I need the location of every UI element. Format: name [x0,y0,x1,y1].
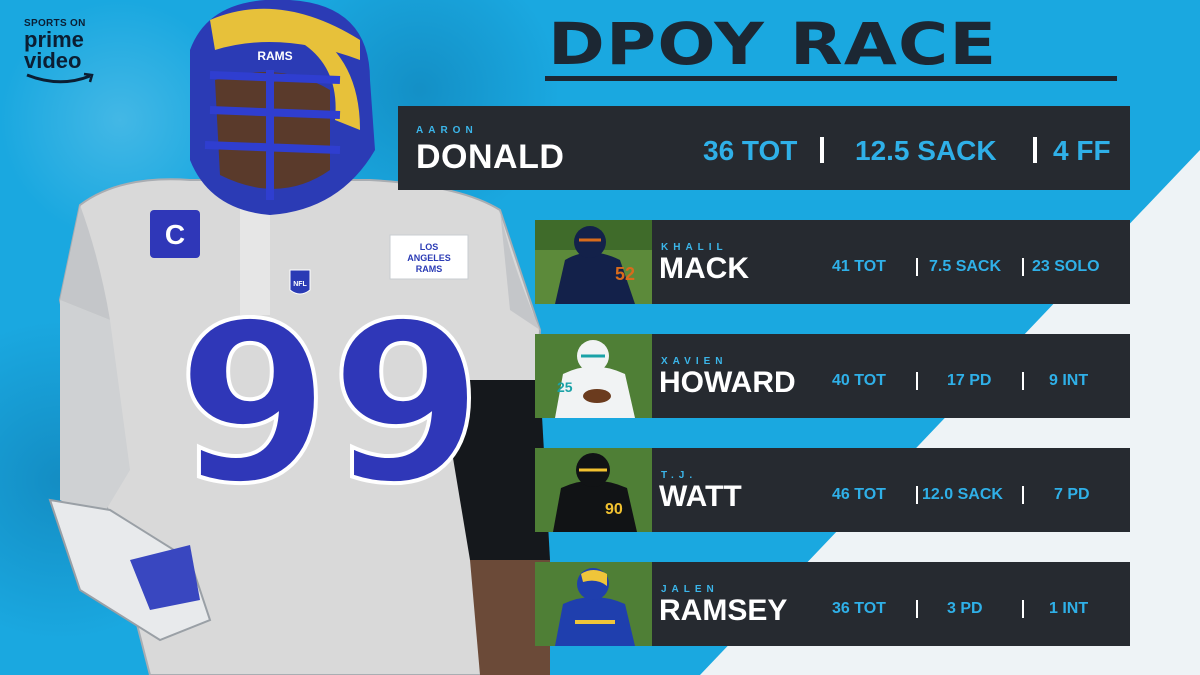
player-row: 90 T.J. WATT 46 TOT 12.0 SACK 7 PD [535,448,1130,532]
player-stat: 9 INT [1049,372,1089,389]
stat-separator [916,372,918,390]
helmet-text: RAMS [257,49,292,63]
team-patch-line3: RAMS [416,264,443,274]
dolphins-player-photo: 25 [535,334,652,418]
svg-text:52: 52 [615,264,635,284]
jersey-number: 99 [177,276,483,532]
leader-last-name: DONALD [416,138,565,176]
player-stat: 1 INT [1049,600,1089,617]
player-stat: 46 TOT [832,486,886,503]
leader-stat-tackles: 36 TOT [703,135,798,166]
nfl-shield: NFL [293,281,307,288]
logo-prime: prime [24,27,84,52]
stat-separator [1022,600,1024,618]
stat-separator [1022,372,1024,390]
player-stat: 23 SOLO [1032,258,1100,275]
rams-player-photo [535,562,652,646]
player-stat: 36 TOT [832,600,886,617]
hero-player-illustration: 99 RAMS C NFL LOS ANGELES RAMS [48,0,550,675]
player-stat: 40 TOT [832,372,886,389]
svg-text:25: 25 [557,379,573,395]
title-underline [545,76,1117,81]
stat-separator [916,486,918,504]
player-last-name: MACK [659,252,749,285]
player-first-name: KHALIL [661,242,728,253]
player-row: 25 XAVIEN HOWARD 40 TOT 17 PD 9 INT [535,334,1130,418]
player-first-name: XAVIEN [661,356,728,367]
player-last-name: RAMSEY [659,594,788,627]
team-patch-line1: LOS [420,242,439,252]
player-stat: 17 PD [947,372,992,389]
prime-video-logo: SPORTS ON prime video [24,18,96,86]
player-first-name: T.J. [661,470,698,481]
player-stat: 41 TOT [832,258,886,275]
player-stat: 7.5 SACK [929,258,1002,275]
stat-separator [916,258,918,276]
leader-first-name: AARON [416,125,478,136]
player-row: 52 KHALIL MACK 41 TOT 7.5 SACK 23 SOLO [535,220,1130,304]
leader-row: AARON DONALD 36 TOT 12.5 SACK 4 FF [398,106,1130,190]
steelers-player-photo: 90 [535,448,652,532]
player-row: JALEN RAMSEY 36 TOT 3 PD 1 INT [535,562,1130,646]
team-patch-line2: ANGELES [407,253,451,263]
captain-patch: C [165,219,185,250]
logo-video: video [24,48,82,73]
svg-text:90: 90 [605,501,623,518]
bears-player-photo: 52 [535,220,652,304]
leader-stat-ff: 4 FF [1053,135,1111,166]
player-last-name: WATT [659,480,742,513]
page-title: DPOY RACE [548,10,998,78]
player-stat: 12.0 SACK [922,486,1003,503]
stat-separator [1033,137,1037,163]
player-stat: 3 PD [947,600,983,617]
stat-separator [820,137,824,163]
player-stat: 7 PD [1054,486,1090,503]
stat-separator [916,600,918,618]
amazon-smile-icon [26,72,94,84]
stat-separator [1022,258,1024,276]
logo-sports-on: SPORTS ON [24,18,86,29]
player-last-name: HOWARD [659,366,796,399]
player-first-name: JALEN [661,584,719,595]
stat-separator [1022,486,1024,504]
leader-stat-sacks: 12.5 SACK [855,135,997,166]
